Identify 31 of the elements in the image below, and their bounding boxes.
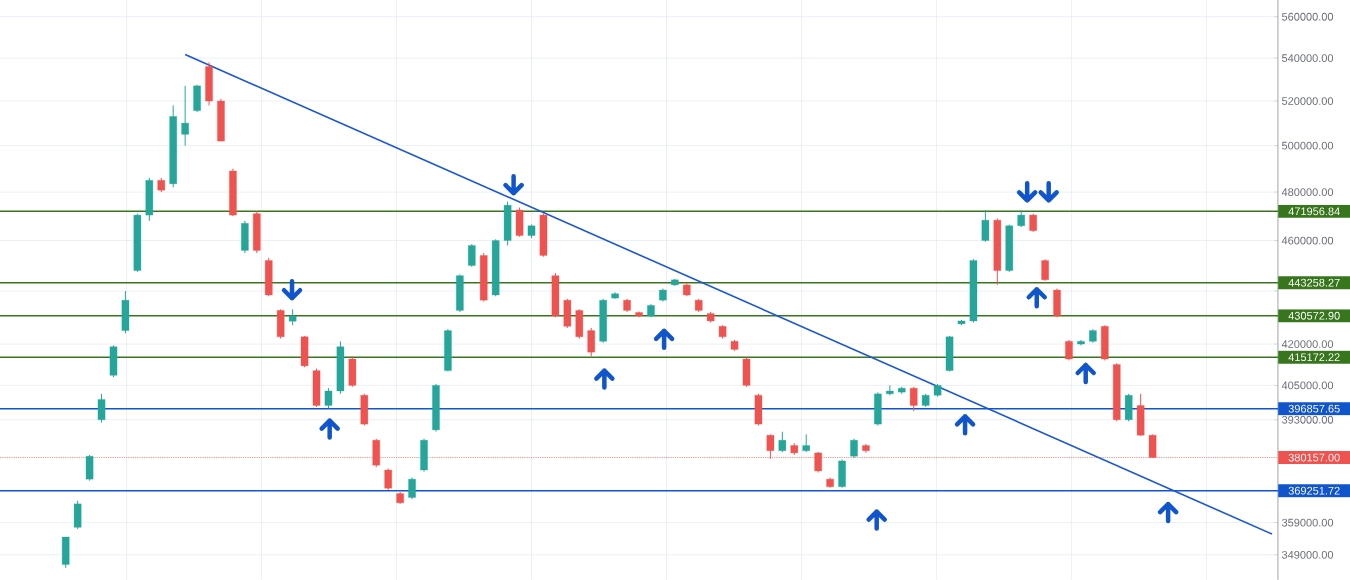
ref-line-label: 369251.72 bbox=[1288, 486, 1340, 495]
candlestick bbox=[85, 454, 94, 482]
y-tick-label: 480000.00 bbox=[1281, 188, 1334, 196]
candlestick bbox=[981, 209, 990, 243]
candlestick bbox=[587, 327, 595, 357]
ref-line-label: 471956.84 bbox=[1288, 207, 1340, 216]
ref-line-label: 430572.90 bbox=[1288, 311, 1340, 320]
y-tick-label: 393000.00 bbox=[1281, 415, 1334, 424]
candlestick bbox=[73, 500, 82, 530]
y-tick-label: 420000.00 bbox=[1281, 340, 1334, 348]
y-tick-label: 560000.00 bbox=[1281, 12, 1334, 21]
y-tick-label: 500000.00 bbox=[1281, 141, 1334, 150]
candlestick bbox=[324, 387, 333, 409]
candlestick bbox=[850, 438, 858, 459]
candlestick bbox=[97, 393, 106, 424]
candlestick bbox=[181, 85, 189, 147]
ref-line-label: 396857.65 bbox=[1288, 404, 1340, 413]
candlestick bbox=[1041, 258, 1049, 282]
ref-line-label: 443258.27 bbox=[1288, 278, 1340, 287]
y-tick-label: 540000.00 bbox=[1281, 54, 1334, 63]
y-tick-label: 359000.00 bbox=[1281, 518, 1334, 527]
candlestick bbox=[778, 431, 787, 453]
y-tick-label: 460000.00 bbox=[1281, 236, 1334, 245]
y-tick-label: 520000.00 bbox=[1281, 97, 1334, 105]
candlestick bbox=[909, 386, 918, 412]
ref-line-label: 380157.00 bbox=[1288, 453, 1340, 462]
y-tick-label: 405000.00 bbox=[1281, 381, 1334, 390]
y-tick-label: 349000.00 bbox=[1281, 550, 1334, 559]
candlestick bbox=[408, 477, 416, 500]
ref-line-label: 415172.22 bbox=[1288, 353, 1340, 362]
candlestick bbox=[468, 243, 476, 268]
